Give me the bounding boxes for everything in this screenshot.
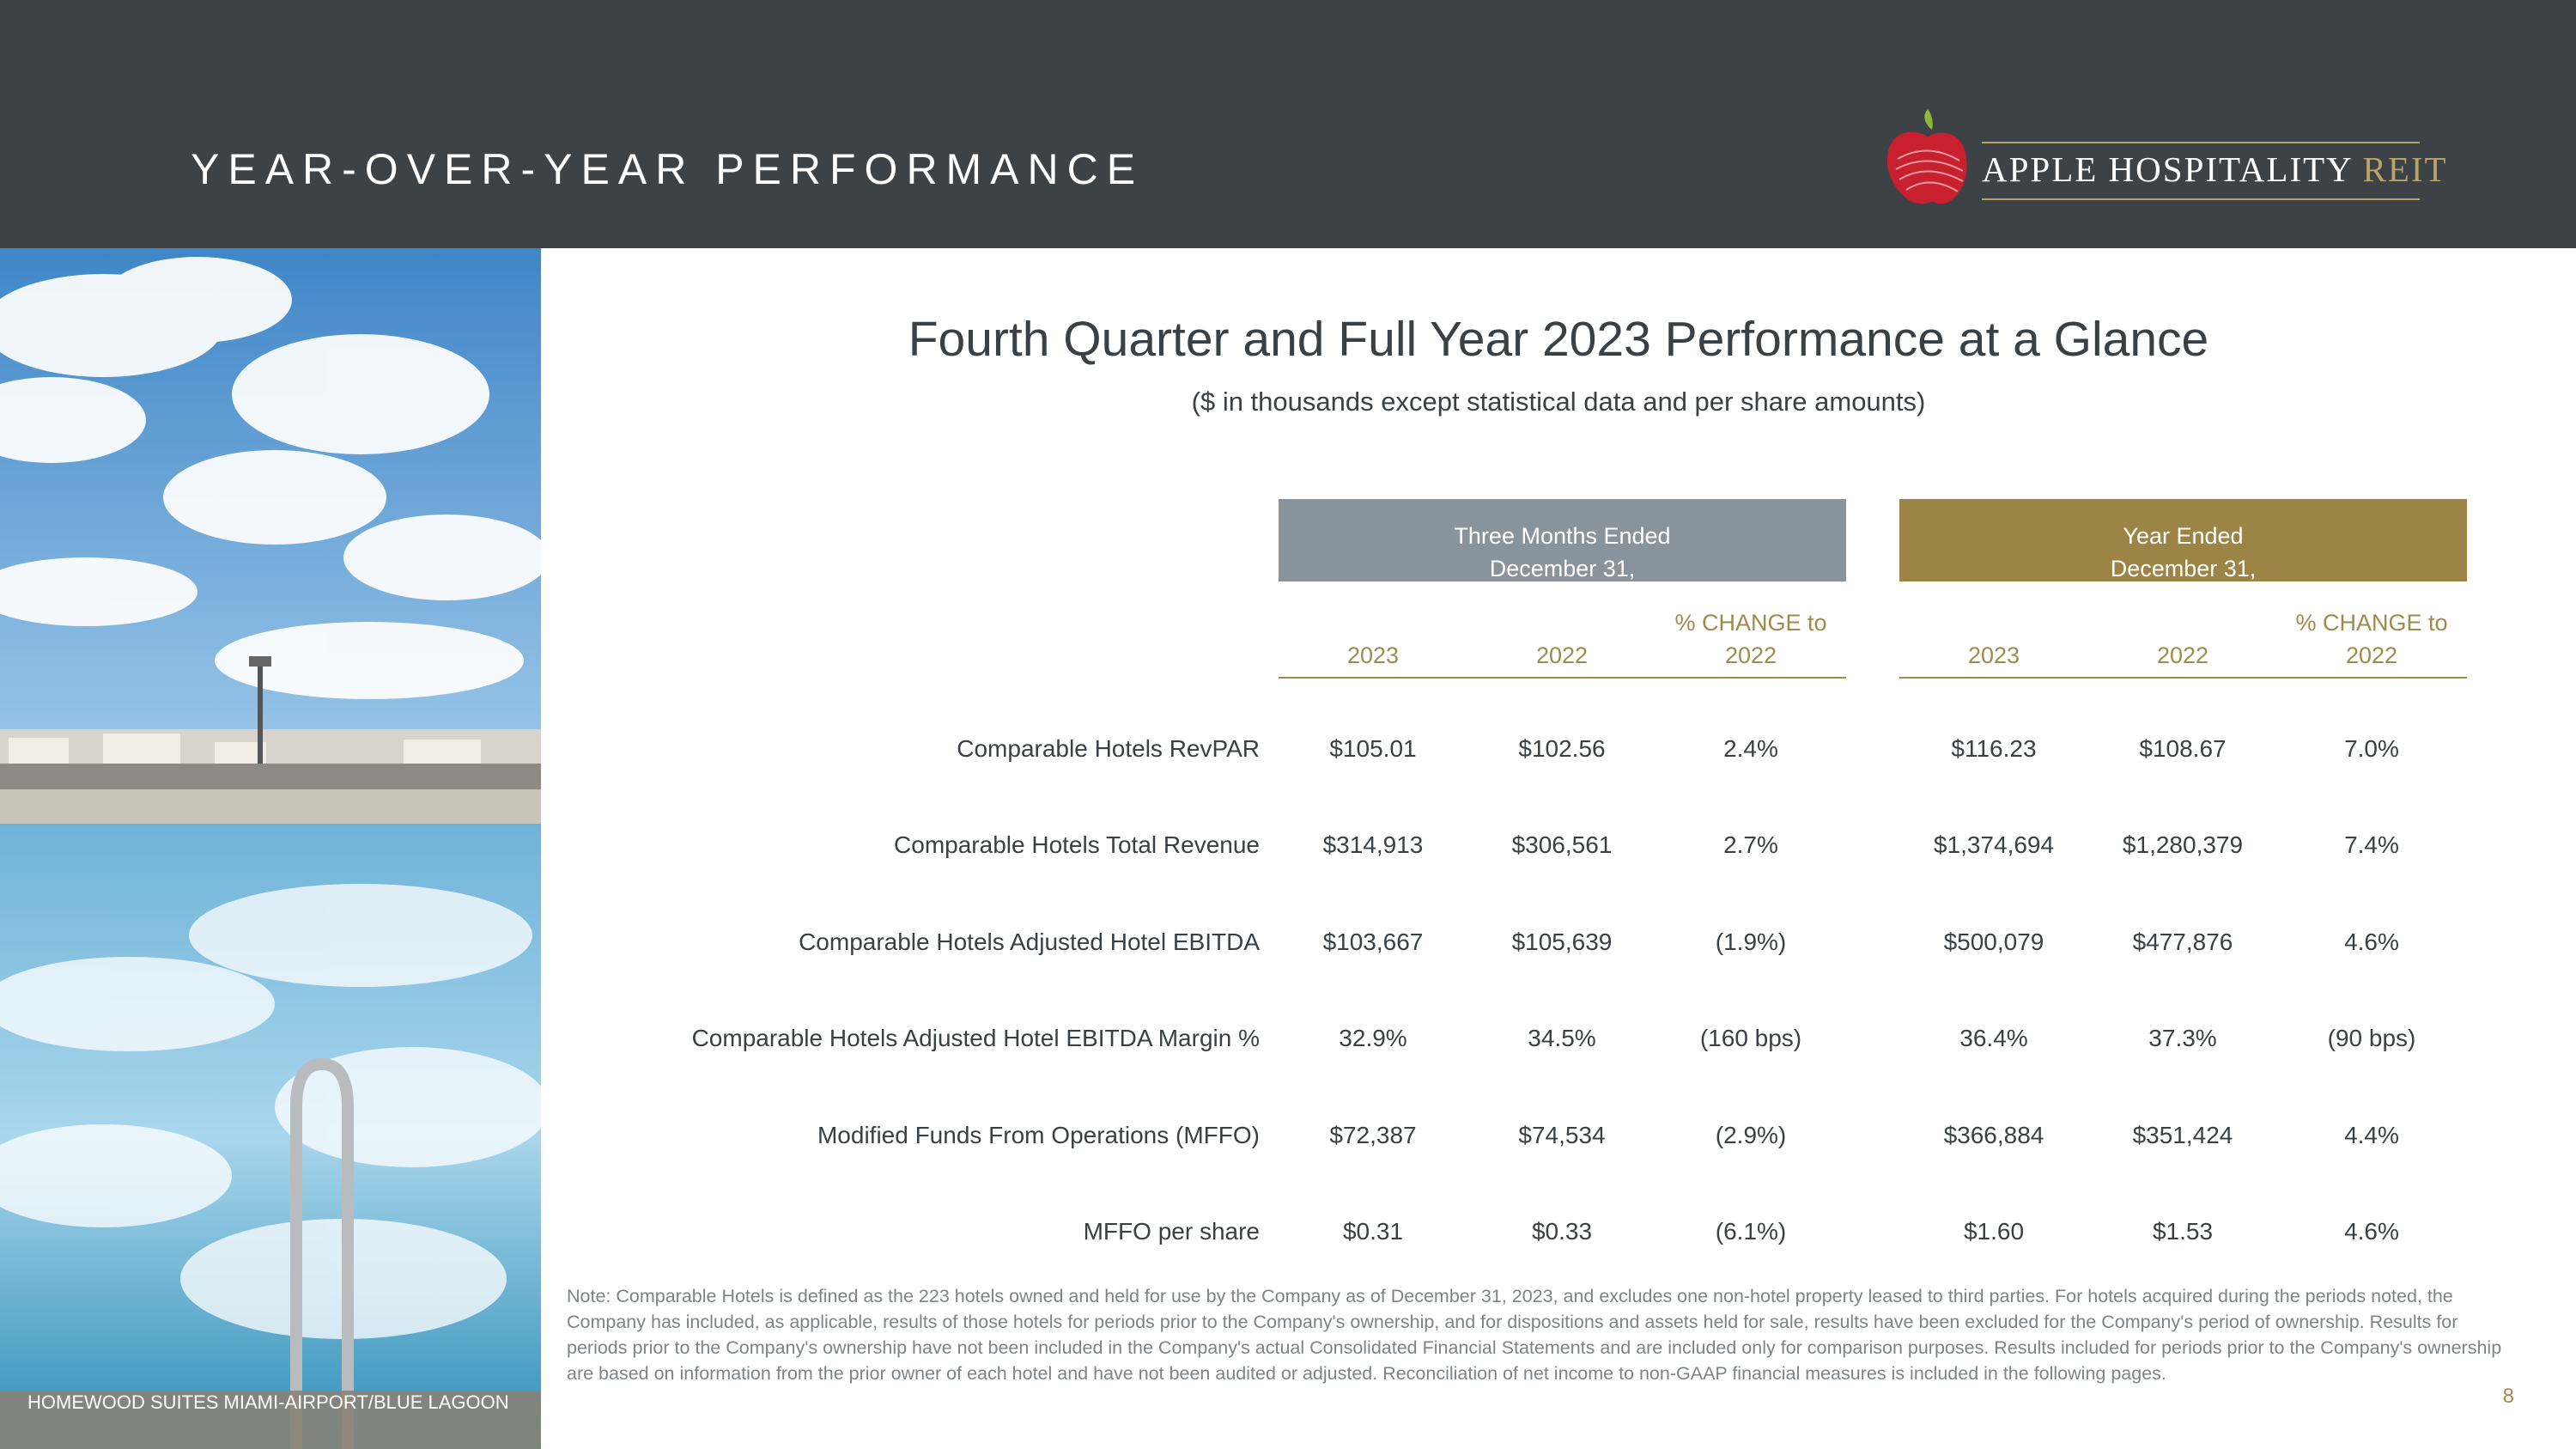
table-cell: 7.4% xyxy=(2344,831,2399,858)
logo-name: APPLE HOSPITALITY xyxy=(1982,149,2353,189)
page-section-title: YEAR-OVER-YEAR PERFORMANCE xyxy=(191,145,1145,193)
table-cell: $72,387 xyxy=(1329,1122,1417,1148)
col-q-change-line2: 2022 xyxy=(1724,642,1777,668)
table-cell: $1,280,379 xyxy=(2122,831,2244,858)
col-q-change: % CHANGE to 2022 xyxy=(1656,603,1845,672)
table-cell: 4.4% xyxy=(2344,1122,2399,1148)
col-y-2023-label: 2023 xyxy=(1967,642,2020,668)
table-cell: 4.6% xyxy=(2344,928,2399,955)
table-cell: $74,534 xyxy=(1518,1122,1606,1148)
company-logo: APPLE HOSPITALITY REIT xyxy=(1880,107,2446,210)
table-cell: 34.5% xyxy=(1528,1025,1596,1051)
table-cell: (160 bps) xyxy=(1699,1025,1802,1051)
table-cell: $103,667 xyxy=(1322,928,1424,955)
table-cell: (1.9%) xyxy=(1715,928,1787,955)
footnote: Note: Comparable Hotels is defined as th… xyxy=(567,1286,2502,1384)
logo-rule-bottom xyxy=(1982,198,2420,200)
table-cell: (90 bps) xyxy=(2327,1025,2416,1051)
row-label-revpar: Comparable Hotels RevPAR xyxy=(957,735,1260,762)
table-cell: 4.6% xyxy=(2344,1218,2399,1245)
three-months-header-line2: December 31, xyxy=(1489,556,1636,581)
table-cell: 37.3% xyxy=(2148,1025,2217,1051)
table-cell: 2.7% xyxy=(1723,831,1778,858)
col-y-change-line2: 2022 xyxy=(2345,642,2398,668)
table-cell: $1.60 xyxy=(1963,1218,2025,1245)
col-q-2022-label: 2022 xyxy=(1535,642,1589,668)
table-cell: $1.53 xyxy=(2152,1218,2214,1245)
page-number: 8 xyxy=(2502,1385,2514,1408)
header-bar: YEAR-OVER-YEAR PERFORMANCE APPLE HOSPITA… xyxy=(0,0,2576,248)
table-cell: 36.4% xyxy=(1959,1025,2028,1051)
row-label-mffo-per-share: MFFO per share xyxy=(1083,1218,1260,1245)
row-label-ebitda-margin: Comparable Hotels Adjusted Hotel EBITDA … xyxy=(691,1025,1260,1051)
table-cell: $116.23 xyxy=(1951,735,2037,762)
table-cell: $108.67 xyxy=(2139,735,2227,762)
year-ended-header-line1: Year Ended xyxy=(2123,523,2244,549)
table-cell: $105,639 xyxy=(1511,928,1613,955)
apple-logo-icon xyxy=(1886,109,1967,204)
col-y-2023: 2023 xyxy=(1899,603,2088,672)
three-months-header-line1: Three Months Ended xyxy=(1454,523,1671,549)
col-q-2022: 2022 xyxy=(1467,603,1656,672)
slide-title: Fourth Quarter and Full Year 2023 Perfor… xyxy=(908,312,2209,367)
table-cell: $102.56 xyxy=(1518,735,1606,762)
three-months-header: Three Months Ended December 31, xyxy=(1279,499,1846,581)
table-cell: $0.33 xyxy=(1531,1218,1593,1245)
table-cell: $306,561 xyxy=(1511,831,1613,858)
year-ended-header: Year Ended December 31, xyxy=(1899,499,2467,581)
table-cell: (2.9%) xyxy=(1715,1122,1787,1148)
table-cell: $314,913 xyxy=(1322,831,1424,858)
table-cell: $366,884 xyxy=(1943,1122,2044,1148)
year-rule xyxy=(1899,677,2467,679)
logo-wordmark: APPLE HOSPITALITY REIT xyxy=(1982,149,2448,190)
logo-rule-top xyxy=(1982,142,2420,143)
slide-subtitle: ($ in thousands except statistical data … xyxy=(1191,387,1926,417)
table-cell: $477,876 xyxy=(2132,928,2233,955)
table-cell: $500,079 xyxy=(1943,928,2044,955)
col-q-2023-label: 2023 xyxy=(1346,642,1400,668)
table-cell: $0.31 xyxy=(1342,1218,1404,1245)
table-cell: $105.01 xyxy=(1329,735,1417,762)
row-label-mffo: Modified Funds From Operations (MFFO) xyxy=(817,1122,1260,1148)
row-label-adjusted-ebitda: Comparable Hotels Adjusted Hotel EBITDA xyxy=(799,928,1260,955)
col-y-2022: 2022 xyxy=(2088,603,2277,672)
table-cell: 2.4% xyxy=(1723,735,1778,762)
logo-suffix: REIT xyxy=(2362,149,2448,189)
col-y-change: % CHANGE to 2022 xyxy=(2277,603,2466,672)
table-cell: 7.0% xyxy=(2344,735,2399,762)
photo-caption: HOMEWOOD SUITES MIAMI-AIRPORT/BLUE LAGOO… xyxy=(27,1391,509,1413)
col-y-change-line1: % CHANGE to xyxy=(2295,610,2448,636)
col-q-change-line1: % CHANGE to xyxy=(1674,610,1827,636)
table-cell: (6.1%) xyxy=(1715,1218,1787,1245)
table-cell: $351,424 xyxy=(2132,1122,2233,1148)
table-cell: $1,374,694 xyxy=(1933,831,2055,858)
three-months-rule xyxy=(1279,677,1846,679)
col-q-2023: 2023 xyxy=(1279,603,1467,672)
table-cell: 32.9% xyxy=(1339,1025,1407,1051)
col-y-2022-label: 2022 xyxy=(2156,642,2209,668)
hotel-pool-photo xyxy=(0,248,541,1449)
row-label-total-revenue: Comparable Hotels Total Revenue xyxy=(894,831,1260,858)
year-ended-header-line2: December 31, xyxy=(2110,556,2257,581)
